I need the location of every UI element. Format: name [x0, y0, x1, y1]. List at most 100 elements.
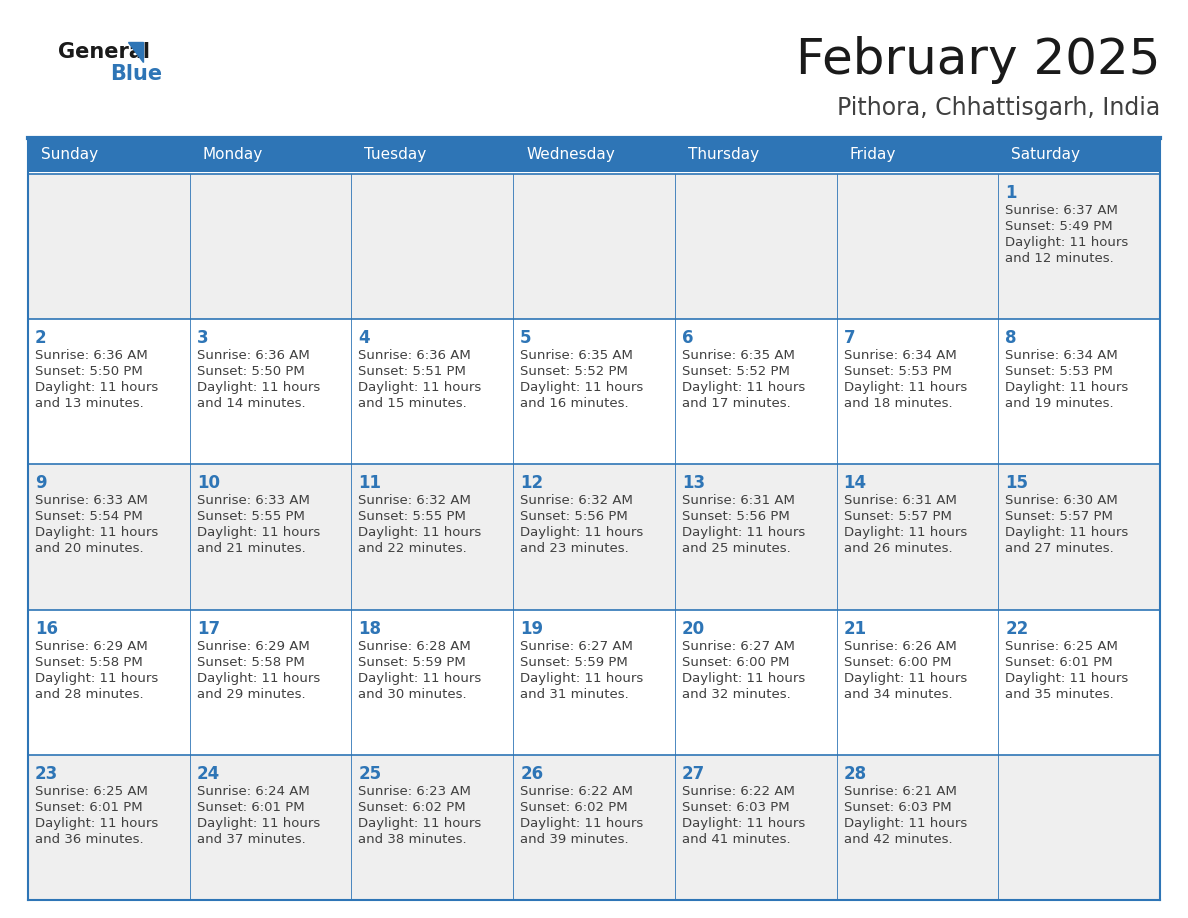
Text: Sunset: 6:01 PM: Sunset: 6:01 PM: [1005, 655, 1113, 668]
Text: 27: 27: [682, 765, 706, 783]
Text: Sunset: 5:58 PM: Sunset: 5:58 PM: [197, 655, 304, 668]
Text: Daylight: 11 hours: Daylight: 11 hours: [359, 381, 481, 394]
Text: 23: 23: [34, 765, 58, 783]
Text: 18: 18: [359, 620, 381, 638]
Text: 16: 16: [34, 620, 58, 638]
Text: 5: 5: [520, 330, 532, 347]
Text: and 32 minutes.: and 32 minutes.: [682, 688, 790, 700]
Text: Sunset: 5:49 PM: Sunset: 5:49 PM: [1005, 220, 1113, 233]
Text: 10: 10: [197, 475, 220, 492]
Bar: [29, 319, 1159, 465]
Text: Daylight: 11 hours: Daylight: 11 hours: [843, 672, 967, 685]
Text: Thursday: Thursday: [688, 148, 759, 162]
Text: and 34 minutes.: and 34 minutes.: [843, 688, 953, 700]
Text: 12: 12: [520, 475, 543, 492]
Text: Sunrise: 6:36 AM: Sunrise: 6:36 AM: [359, 349, 472, 363]
Text: and 35 minutes.: and 35 minutes.: [1005, 688, 1114, 700]
Text: and 12 minutes.: and 12 minutes.: [1005, 252, 1114, 265]
Text: and 15 minutes.: and 15 minutes.: [359, 397, 467, 410]
Text: General: General: [58, 42, 150, 62]
Text: and 37 minutes.: and 37 minutes.: [197, 833, 305, 845]
Text: Daylight: 11 hours: Daylight: 11 hours: [359, 817, 481, 830]
Text: and 42 minutes.: and 42 minutes.: [843, 833, 953, 845]
Text: Sunrise: 6:31 AM: Sunrise: 6:31 AM: [843, 495, 956, 508]
Bar: [352, 138, 513, 172]
Text: Daylight: 11 hours: Daylight: 11 hours: [197, 526, 320, 540]
Text: Sunset: 5:57 PM: Sunset: 5:57 PM: [843, 510, 952, 523]
Text: Sunset: 5:50 PM: Sunset: 5:50 PM: [197, 365, 304, 378]
Text: 8: 8: [1005, 330, 1017, 347]
Bar: [29, 465, 1159, 610]
Text: Sunrise: 6:24 AM: Sunrise: 6:24 AM: [197, 785, 309, 798]
Text: Daylight: 11 hours: Daylight: 11 hours: [682, 526, 805, 540]
Text: Daylight: 11 hours: Daylight: 11 hours: [34, 381, 158, 394]
Text: and 25 minutes.: and 25 minutes.: [682, 543, 790, 555]
Text: Sunrise: 6:33 AM: Sunrise: 6:33 AM: [34, 495, 147, 508]
Text: Sunset: 6:02 PM: Sunset: 6:02 PM: [359, 800, 466, 813]
Text: Saturday: Saturday: [1011, 148, 1080, 162]
Text: 4: 4: [359, 330, 369, 347]
Text: Sunrise: 6:27 AM: Sunrise: 6:27 AM: [682, 640, 795, 653]
Text: 9: 9: [34, 475, 46, 492]
Text: Sunrise: 6:34 AM: Sunrise: 6:34 AM: [843, 349, 956, 363]
Bar: [29, 610, 1159, 755]
Text: Daylight: 11 hours: Daylight: 11 hours: [359, 526, 481, 540]
Text: Daylight: 11 hours: Daylight: 11 hours: [34, 817, 158, 830]
Text: Daylight: 11 hours: Daylight: 11 hours: [520, 817, 644, 830]
Text: and 17 minutes.: and 17 minutes.: [682, 397, 790, 410]
Text: 24: 24: [197, 765, 220, 783]
Text: and 39 minutes.: and 39 minutes.: [520, 833, 628, 845]
Text: Daylight: 11 hours: Daylight: 11 hours: [843, 817, 967, 830]
Text: Sunset: 5:55 PM: Sunset: 5:55 PM: [197, 510, 304, 523]
Text: Sunrise: 6:36 AM: Sunrise: 6:36 AM: [34, 349, 147, 363]
Text: Sunset: 5:52 PM: Sunset: 5:52 PM: [682, 365, 790, 378]
Text: Daylight: 11 hours: Daylight: 11 hours: [843, 526, 967, 540]
Text: Daylight: 11 hours: Daylight: 11 hours: [34, 672, 158, 685]
Text: 26: 26: [520, 765, 543, 783]
Text: 2: 2: [34, 330, 46, 347]
Text: Sunrise: 6:35 AM: Sunrise: 6:35 AM: [682, 349, 795, 363]
Text: Sunset: 5:56 PM: Sunset: 5:56 PM: [520, 510, 628, 523]
Text: Sunset: 5:55 PM: Sunset: 5:55 PM: [359, 510, 467, 523]
Text: Daylight: 11 hours: Daylight: 11 hours: [197, 817, 320, 830]
Bar: [675, 138, 836, 172]
Text: and 14 minutes.: and 14 minutes.: [197, 397, 305, 410]
Text: 7: 7: [843, 330, 855, 347]
Text: Blue: Blue: [110, 64, 162, 84]
Text: Daylight: 11 hours: Daylight: 11 hours: [682, 672, 805, 685]
Text: Daylight: 11 hours: Daylight: 11 hours: [1005, 526, 1129, 540]
Bar: [29, 755, 1159, 900]
Text: Daylight: 11 hours: Daylight: 11 hours: [520, 381, 644, 394]
Text: Daylight: 11 hours: Daylight: 11 hours: [520, 526, 644, 540]
Text: and 27 minutes.: and 27 minutes.: [1005, 543, 1114, 555]
Text: Daylight: 11 hours: Daylight: 11 hours: [359, 672, 481, 685]
Text: Daylight: 11 hours: Daylight: 11 hours: [197, 672, 320, 685]
Text: 15: 15: [1005, 475, 1029, 492]
Text: Sunset: 6:00 PM: Sunset: 6:00 PM: [843, 655, 952, 668]
Text: Sunrise: 6:27 AM: Sunrise: 6:27 AM: [520, 640, 633, 653]
Text: Sunset: 5:53 PM: Sunset: 5:53 PM: [843, 365, 952, 378]
Text: 28: 28: [843, 765, 867, 783]
Bar: [190, 138, 352, 172]
Text: Sunset: 5:59 PM: Sunset: 5:59 PM: [520, 655, 628, 668]
Text: Sunset: 6:00 PM: Sunset: 6:00 PM: [682, 655, 789, 668]
Text: 1: 1: [1005, 184, 1017, 202]
Text: Daylight: 11 hours: Daylight: 11 hours: [34, 526, 158, 540]
Text: Sunrise: 6:21 AM: Sunrise: 6:21 AM: [843, 785, 956, 798]
Polygon shape: [128, 42, 143, 62]
Text: Sunrise: 6:26 AM: Sunrise: 6:26 AM: [843, 640, 956, 653]
Text: Sunrise: 6:37 AM: Sunrise: 6:37 AM: [1005, 204, 1118, 217]
Text: and 36 minutes.: and 36 minutes.: [34, 833, 144, 845]
Text: Sunrise: 6:28 AM: Sunrise: 6:28 AM: [359, 640, 472, 653]
Text: Daylight: 11 hours: Daylight: 11 hours: [682, 381, 805, 394]
Text: and 38 minutes.: and 38 minutes.: [359, 833, 467, 845]
Text: 13: 13: [682, 475, 704, 492]
Text: Sunset: 5:54 PM: Sunset: 5:54 PM: [34, 510, 143, 523]
Text: Friday: Friday: [849, 148, 896, 162]
Text: Sunset: 5:57 PM: Sunset: 5:57 PM: [1005, 510, 1113, 523]
Text: Sunset: 5:59 PM: Sunset: 5:59 PM: [359, 655, 466, 668]
Text: Daylight: 11 hours: Daylight: 11 hours: [520, 672, 644, 685]
Text: Sunrise: 6:31 AM: Sunrise: 6:31 AM: [682, 495, 795, 508]
Text: Pithora, Chhattisgarh, India: Pithora, Chhattisgarh, India: [836, 96, 1159, 120]
Text: and 23 minutes.: and 23 minutes.: [520, 543, 628, 555]
